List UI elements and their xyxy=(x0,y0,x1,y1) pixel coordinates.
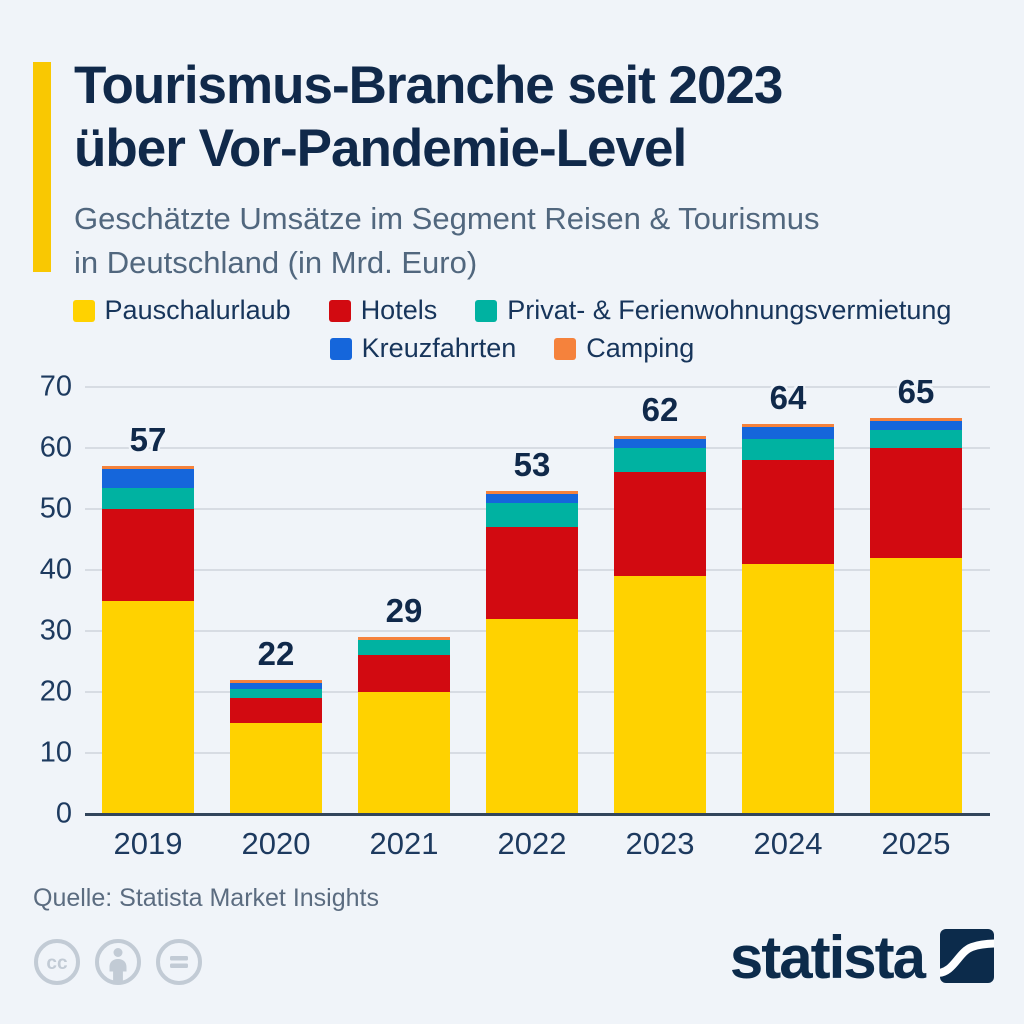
bar-segment-pauschalurlaub-2023 xyxy=(614,576,706,814)
bar-segment-hotels-2021 xyxy=(358,655,450,692)
page-subtitle: Geschätzte Umsätze im Segment Reisen & T… xyxy=(74,197,819,285)
bar-segment-hotels-2022 xyxy=(486,527,578,619)
bar-segment-pauschalurlaub-2022 xyxy=(486,618,578,814)
bar-segment-privat-ferienwohnungsvermietung-2025 xyxy=(870,429,962,448)
legend-item-pauschalurlaub: Pauschalurlaub xyxy=(72,295,291,326)
subtitle-line-2: in Deutschland (in Mrd. Euro) xyxy=(74,245,478,280)
bar-total-label-2022: 53 xyxy=(513,445,551,483)
bar-total-label-2024: 64 xyxy=(769,378,807,416)
gridline-70 xyxy=(85,386,990,388)
bar-segment-camping-2025 xyxy=(870,417,962,421)
title-line-1: Tourismus-Branche seit 2023 xyxy=(74,56,783,115)
bar-segment-pauschalurlaub-2019 xyxy=(102,600,194,814)
bar-total-label-2021: 29 xyxy=(385,592,423,630)
legend-row-1: Pauschalurlaub Hotels Privat- & Ferienwohn… xyxy=(72,295,951,326)
legend-swatch-kreuzfahrten xyxy=(329,337,352,360)
x-tick-label-2023: 2023 xyxy=(625,826,695,861)
bar-total-label-2019: 57 xyxy=(129,421,167,459)
bar-segment-privat-ferienwohnungsvermietung-2022 xyxy=(486,502,578,528)
y-tick-label-50: 50 xyxy=(39,492,72,525)
bar-segment-kreuzfahrten-2020 xyxy=(230,682,322,689)
bar-segment-privat-ferienwohnungsvermietung-2023 xyxy=(614,448,706,473)
legend-label-camping: Camping xyxy=(586,333,695,363)
legend-swatch-camping xyxy=(554,337,577,360)
bar-total-label-2020: 22 xyxy=(257,634,295,672)
statista-logo-mark xyxy=(940,928,994,988)
cc-icon: cc xyxy=(33,938,81,991)
legend-swatch-hotels xyxy=(328,299,351,322)
bar-segment-hotels-2023 xyxy=(614,472,706,577)
x-tick-label-2025: 2025 xyxy=(881,826,951,861)
legend-swatch-pauschalurlaub xyxy=(72,299,95,322)
subtitle-line-1: Geschätzte Umsätze im Segment Reisen & T… xyxy=(74,201,820,236)
title-line-2: über Vor-Pandemie-Level xyxy=(74,119,687,178)
bar-segment-camping-2024 xyxy=(742,423,834,427)
bar-segment-pauschalurlaub-2024 xyxy=(742,563,834,814)
bar-segment-kreuzfahrten-2025 xyxy=(870,420,962,430)
bar-segment-privat-ferienwohnungsvermietung-2024 xyxy=(742,438,834,461)
title-accent-bar xyxy=(33,62,51,272)
bar-segment-privat-ferienwohnungsvermietung-2021 xyxy=(358,640,450,656)
legend-item-privat-ferienwohnungsvermietung: Privat- & Ferienwohnungsvermietung xyxy=(475,295,951,326)
x-tick-label-2022: 2022 xyxy=(497,826,567,861)
legend-label-kreuzfahrten: Kreuzfahrten xyxy=(361,333,517,363)
y-tick-label-30: 30 xyxy=(39,614,72,647)
bar-segment-privat-ferienwohnungsvermietung-2020 xyxy=(230,688,322,699)
y-tick-label-60: 60 xyxy=(39,431,72,464)
page-title: Tourismus-Branche seit 2023 über Vor-Pan… xyxy=(74,54,783,180)
bar-segment-camping-2019 xyxy=(102,466,194,470)
bar-segment-camping-2022 xyxy=(486,490,578,494)
bar-segment-camping-2020 xyxy=(230,679,322,683)
x-tick-label-2020: 2020 xyxy=(241,826,311,861)
bar-total-label-2023: 62 xyxy=(641,390,679,428)
chart-legend: Pauschalurlaub Hotels Privat- & Ferienwohn… xyxy=(0,295,1024,364)
gridline-60 xyxy=(85,447,990,449)
bar-segment-kreuzfahrten-2022 xyxy=(486,493,578,503)
bar-segment-pauschalurlaub-2025 xyxy=(870,557,962,814)
bar-segment-camping-2021 xyxy=(358,637,450,641)
legend-label-pauschalurlaub: Pauschalurlaub xyxy=(104,295,291,325)
statista-wordmark: statista xyxy=(729,924,926,991)
y-tick-label-40: 40 xyxy=(39,553,72,586)
legend-item-hotels: Hotels xyxy=(328,295,438,326)
legend-row-2: Kreuzfahrten Camping xyxy=(329,333,694,364)
bar-segment-pauschalurlaub-2020 xyxy=(230,722,322,814)
no-derivatives-icon xyxy=(155,938,203,991)
bar-segment-hotels-2019 xyxy=(102,509,194,601)
chart-plot: 0 10 20 30 40 50 60 70 57 2019 22 2020 29 2021 53 2022 6… xyxy=(40,371,990,861)
bar-segment-hotels-2020 xyxy=(230,698,322,723)
x-tick-label-2019: 2019 xyxy=(113,826,183,861)
svg-text:cc: cc xyxy=(46,953,68,974)
legend-label-privat-ferienwohnungsvermietung: Privat- & Ferienwohnungsvermietung xyxy=(507,295,952,325)
bar-segment-privat-ferienwohnungsvermietung-2019 xyxy=(102,487,194,509)
legend-swatch-privat-ferienwohnungsvermietung xyxy=(475,299,498,322)
bar-segment-hotels-2024 xyxy=(742,460,834,564)
legend-item-camping: Camping xyxy=(554,333,694,364)
statista-logo: statista xyxy=(730,928,994,988)
x-axis-line xyxy=(85,812,990,816)
attribution-person-icon xyxy=(94,938,142,991)
license-icons: cc xyxy=(33,938,203,991)
bar-segment-kreuzfahrten-2024 xyxy=(742,426,834,439)
legend-label-hotels: Hotels xyxy=(360,295,438,325)
x-tick-label-2024: 2024 xyxy=(753,826,823,861)
bar-total-label-2025: 65 xyxy=(897,372,935,410)
y-tick-label-70: 70 xyxy=(39,370,72,403)
bar-segment-camping-2023 xyxy=(614,435,706,439)
bar-segment-kreuzfahrten-2019 xyxy=(102,469,194,488)
x-tick-label-2021: 2021 xyxy=(369,826,439,861)
y-tick-label-20: 20 xyxy=(39,675,72,708)
bar-segment-hotels-2025 xyxy=(870,448,962,558)
legend-item-kreuzfahrten: Kreuzfahrten xyxy=(329,333,517,364)
bar-segment-kreuzfahrten-2023 xyxy=(614,438,706,448)
y-tick-label-10: 10 xyxy=(39,736,72,769)
source-text: Quelle: Statista Market Insights xyxy=(33,884,379,912)
bar-segment-pauschalurlaub-2021 xyxy=(358,692,450,814)
y-tick-label-0: 0 xyxy=(55,797,72,830)
